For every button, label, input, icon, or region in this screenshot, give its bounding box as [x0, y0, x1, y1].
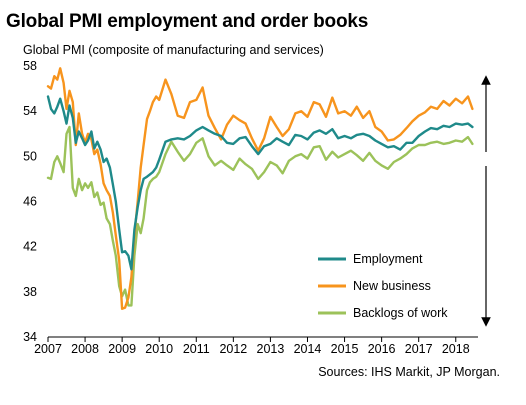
y-tick-label: 58: [23, 59, 37, 73]
legend-label: Backlogs of work: [353, 306, 448, 320]
x-tick-label: 2013: [257, 342, 285, 356]
x-tick-label: 2015: [331, 342, 359, 356]
y-axis: 34 38 42 46 50 54 58: [23, 59, 37, 344]
source-note: Sources: IHS Markit, JP Morgan.: [318, 365, 500, 379]
x-tick-label: 2011: [183, 342, 210, 356]
y-tick-label: 46: [23, 195, 37, 209]
x-tick-label: 2012: [219, 342, 247, 356]
x-tick-label: 2009: [108, 342, 136, 356]
x-tick-label: 2007: [34, 342, 62, 356]
legend: Employment New business Backlogs of work: [318, 252, 448, 320]
x-tick-label: 2016: [368, 342, 396, 356]
x-axis: 2007 2008 2009 2010 2011 2012 2013 2014 2015 2016…: [34, 336, 478, 356]
x-tick-label: 2008: [71, 342, 99, 356]
y-tick-label: 54: [23, 104, 37, 118]
x-tick-label: 2010: [145, 342, 173, 356]
y-tick-label: 42: [23, 240, 37, 254]
y-axis-label: Global PMI (composite of manufacturing a…: [23, 43, 324, 57]
x-tick-label: 2017: [405, 342, 433, 356]
x-tick-label: 2014: [294, 342, 322, 356]
chart-title: Global PMI employment and order books: [6, 11, 369, 32]
series-lines: [46, 67, 474, 310]
series-line-backlogs-of-work: [46, 125, 474, 307]
y-tick-label: 34: [23, 330, 37, 344]
legend-label: Employment: [353, 252, 423, 266]
x-tick-label: 2018: [442, 342, 470, 356]
series-line-employment: [46, 95, 474, 271]
series-line-new-business: [46, 67, 474, 310]
y-tick-label: 38: [23, 285, 37, 299]
legend-label: New business: [353, 279, 431, 293]
y-tick-label: 50: [23, 149, 37, 163]
